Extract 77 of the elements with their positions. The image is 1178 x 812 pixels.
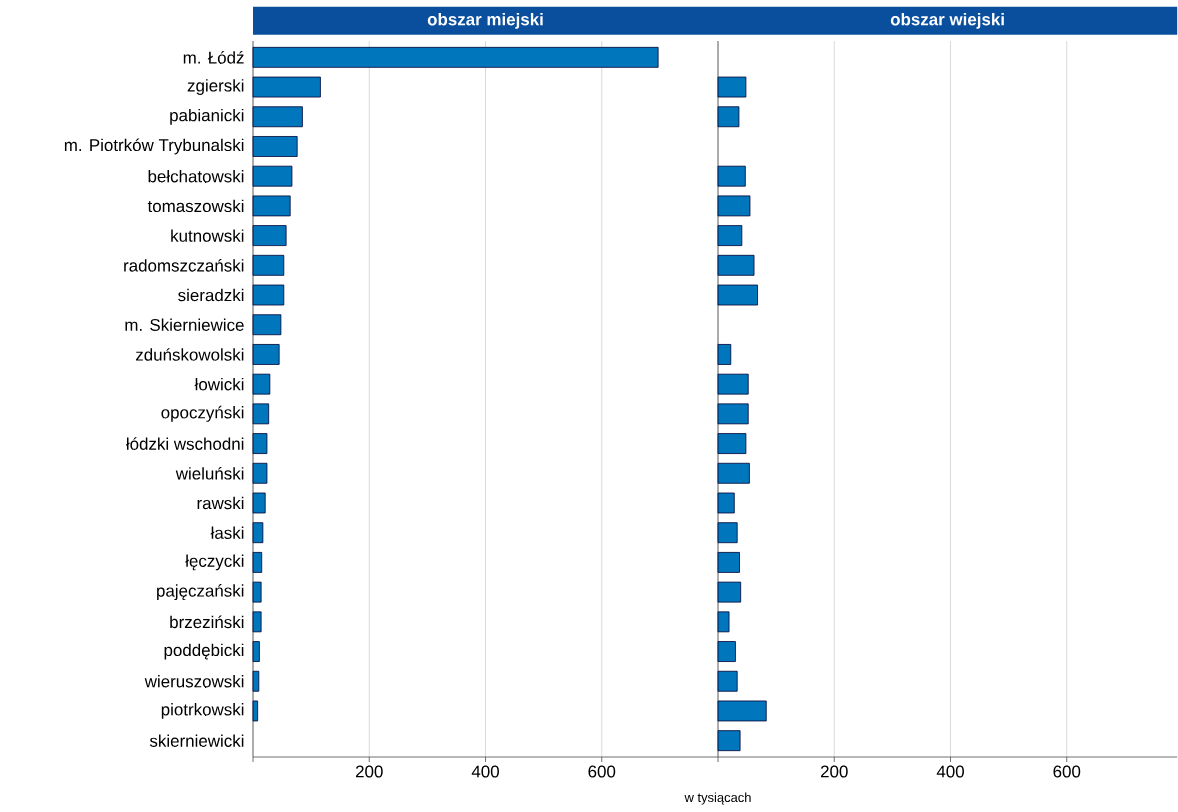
y-tick-label: rawski	[197, 496, 244, 510]
bar	[717, 403, 749, 425]
bar	[252, 581, 262, 603]
y-tick-label: opoczyński	[161, 405, 244, 422]
y-tick-label: łaski	[210, 526, 244, 539]
y-tick-label: kutnowski	[171, 229, 244, 242]
bar	[252, 136, 298, 157]
bar	[717, 522, 738, 544]
bar	[717, 462, 750, 484]
bar	[717, 433, 747, 454]
bar	[252, 195, 291, 217]
x-tick-label: 600	[588, 765, 616, 778]
y-tick-label: bełchatowski	[148, 169, 244, 183]
bar	[252, 462, 268, 484]
bar	[252, 700, 259, 722]
y-tick-label: tomaszowski	[147, 199, 244, 213]
bar	[252, 76, 321, 98]
bar	[717, 492, 735, 514]
bar	[717, 552, 740, 573]
bar	[717, 344, 732, 365]
y-tick-label: zgierski	[187, 79, 244, 95]
y-tick-label: łowicki	[194, 377, 244, 391]
bar	[717, 670, 738, 692]
y-tick-label: m. Skierniewice	[125, 318, 244, 331]
bar	[717, 284, 758, 306]
y-tick-label: piotrkowski	[161, 703, 244, 719]
x-tick-label: 600	[1053, 765, 1081, 778]
y-tick-label: sieradzki	[178, 288, 244, 302]
y-tick-label: pajęczański	[157, 584, 244, 601]
bar	[252, 433, 268, 454]
x-tick-label: 200	[355, 765, 383, 778]
chart-title: obszar wiejski	[890, 12, 1004, 29]
y-tick-label: pabianicki	[170, 108, 244, 125]
x-axis-title: w tysiącach	[684, 792, 751, 805]
bar	[717, 195, 751, 217]
bar	[717, 106, 740, 128]
bar	[252, 106, 303, 128]
bar	[252, 46, 659, 68]
bar	[252, 641, 260, 662]
y-tick-label: łódzki wschodni	[125, 437, 244, 450]
y-tick-label: poddębicki	[164, 643, 244, 660]
x-tick-label: 400	[471, 765, 499, 778]
bar	[717, 254, 755, 276]
bar	[252, 254, 285, 276]
y-tick-label: skierniewicki	[149, 734, 244, 747]
bar	[717, 611, 730, 633]
bar	[252, 165, 293, 187]
y-tick-label: łęczycki	[185, 554, 244, 571]
bar	[717, 76, 747, 98]
y-tick-label: zduńskowolski	[135, 348, 244, 361]
bar	[252, 225, 287, 246]
bar	[717, 730, 741, 752]
bar	[717, 165, 746, 187]
y-tick-label: m. Piotrków Trybunalski	[64, 138, 244, 155]
bar	[252, 552, 263, 573]
bar	[252, 403, 270, 425]
bar	[717, 641, 736, 662]
y-tick-label: wieluński	[175, 466, 244, 480]
bar	[717, 581, 742, 603]
bar	[717, 700, 767, 722]
bar	[717, 225, 743, 246]
chart-title: obszar miejski	[427, 12, 543, 29]
y-tick-label: m. Łódź	[183, 51, 244, 64]
x-tick-label: 400	[936, 765, 964, 778]
bar	[252, 522, 264, 544]
bar	[252, 373, 271, 395]
bar	[252, 611, 262, 633]
bar	[717, 373, 749, 395]
x-tick-label: 200	[820, 765, 848, 778]
bar	[252, 492, 266, 514]
y-tick-label: radomszczański	[124, 259, 244, 272]
bar	[252, 670, 260, 692]
y-tick-label: wieruszowski	[144, 675, 244, 688]
y-tick-label: brzeziński	[170, 615, 244, 629]
bar	[252, 284, 285, 306]
bar	[252, 344, 280, 365]
bar	[252, 314, 282, 336]
